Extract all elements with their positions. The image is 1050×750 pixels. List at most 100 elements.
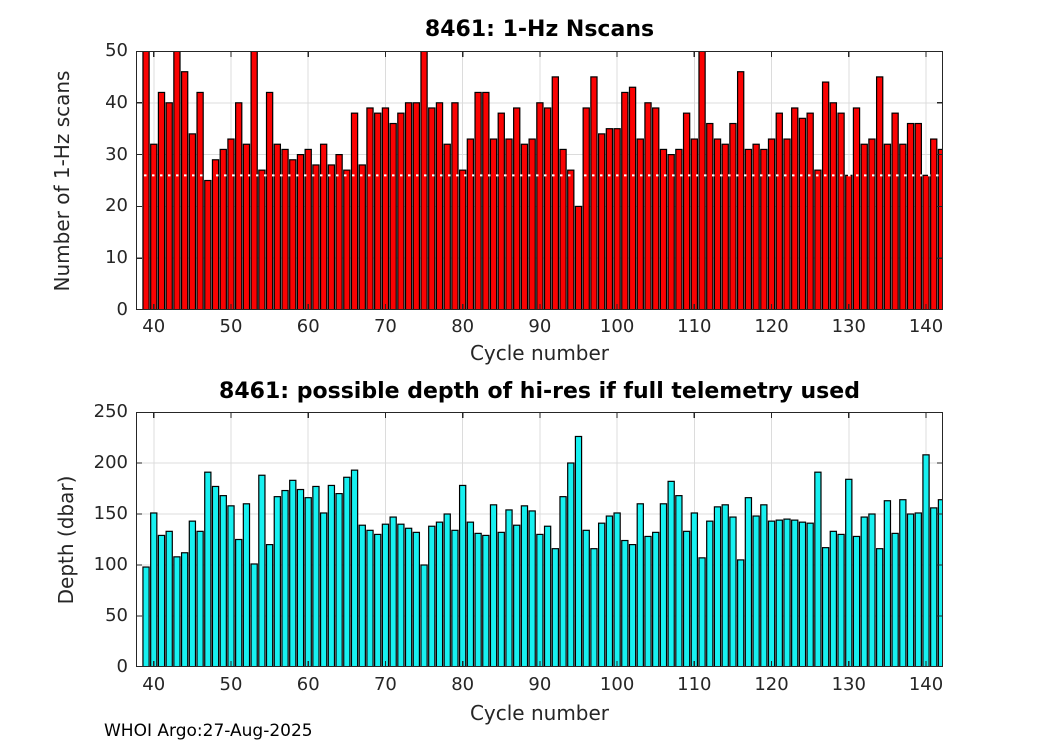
bar <box>489 138 498 310</box>
bar <box>211 485 220 667</box>
bar <box>513 107 521 310</box>
bar <box>659 148 668 310</box>
bar <box>188 520 197 667</box>
bar <box>752 143 760 310</box>
bar <box>597 133 606 310</box>
bar <box>567 169 575 310</box>
bar <box>219 148 227 310</box>
bar <box>435 521 444 667</box>
bar <box>590 548 598 667</box>
bar <box>837 112 845 310</box>
bar <box>458 169 467 310</box>
nscans-chart-title: 8461: 1-Hz Nscans <box>424 17 655 42</box>
bar <box>319 143 328 310</box>
bar <box>196 91 204 310</box>
y-tick-label: 50 <box>105 40 128 61</box>
footer-credit: WHOI Argo:27-Aug-2025 <box>104 721 313 741</box>
bar <box>628 544 637 667</box>
bar <box>767 138 776 310</box>
bar <box>173 51 181 310</box>
bar <box>605 515 614 667</box>
bar <box>698 557 706 667</box>
bar <box>319 512 328 667</box>
bar <box>922 454 930 667</box>
bar <box>783 518 791 667</box>
bar <box>551 548 560 667</box>
bar <box>204 179 212 310</box>
bar <box>227 505 235 667</box>
bar <box>505 138 513 310</box>
x-tick-label: 50 <box>219 674 243 695</box>
bar <box>837 533 845 667</box>
nscans-y-axis-label: Number of 1-Hz scans <box>50 70 74 292</box>
bar <box>474 91 482 310</box>
y-tick-label: 50 <box>105 605 128 626</box>
bar <box>721 143 729 310</box>
bar <box>536 102 544 310</box>
x-tick-label: 130 <box>831 674 866 695</box>
bar <box>690 138 699 310</box>
bar <box>374 112 382 310</box>
bar <box>636 503 644 667</box>
bar <box>899 143 907 310</box>
bar <box>389 122 397 310</box>
bar <box>760 148 768 310</box>
bar <box>906 513 915 667</box>
bar <box>513 524 521 667</box>
y-tick-label: 0 <box>116 299 128 320</box>
bar <box>196 530 204 667</box>
bar <box>744 148 753 310</box>
bar <box>528 138 536 310</box>
bar <box>698 51 706 310</box>
bar <box>420 564 428 667</box>
bar <box>875 76 884 310</box>
bar <box>289 479 297 667</box>
bar <box>845 174 853 310</box>
bar <box>775 519 783 667</box>
bar <box>582 107 590 310</box>
bar <box>374 533 382 667</box>
bar <box>165 530 173 667</box>
bar <box>922 174 930 310</box>
bar <box>219 495 227 667</box>
bar <box>868 138 876 310</box>
x-tick-label: 60 <box>296 674 320 695</box>
bar <box>829 530 838 667</box>
bar <box>443 143 451 310</box>
bar <box>281 489 289 667</box>
bar <box>791 519 799 667</box>
bar <box>605 128 614 310</box>
bar <box>636 138 644 310</box>
bar <box>667 480 675 667</box>
x-tick-label: 80 <box>451 316 475 337</box>
bar <box>937 499 943 667</box>
bar <box>404 527 413 667</box>
bar <box>366 107 374 310</box>
y-tick-label: 200 <box>93 452 128 473</box>
bar <box>412 102 421 310</box>
x-tick-label: 120 <box>754 316 789 337</box>
bar <box>628 86 637 310</box>
bar <box>335 492 343 667</box>
bar <box>404 102 413 310</box>
bar <box>729 516 737 667</box>
x-tick-label: 90 <box>528 316 552 337</box>
nscans-plot-area <box>136 51 943 310</box>
bar <box>814 471 822 667</box>
bar <box>435 102 444 310</box>
bar <box>829 102 838 310</box>
x-tick-label: 40 <box>142 316 166 337</box>
bar <box>675 495 683 667</box>
bar <box>458 484 467 667</box>
y-tick-label: 20 <box>105 195 128 217</box>
y-tick-label: 250 <box>93 401 128 422</box>
bar <box>250 563 258 667</box>
bar <box>868 513 876 667</box>
x-tick-label: 90 <box>528 674 552 695</box>
bar <box>906 122 915 310</box>
bar <box>899 499 907 667</box>
bar <box>312 485 320 667</box>
bar <box>242 143 251 310</box>
depth-y-axis-label: Depth (dbar) <box>54 475 78 605</box>
bar <box>559 496 567 667</box>
